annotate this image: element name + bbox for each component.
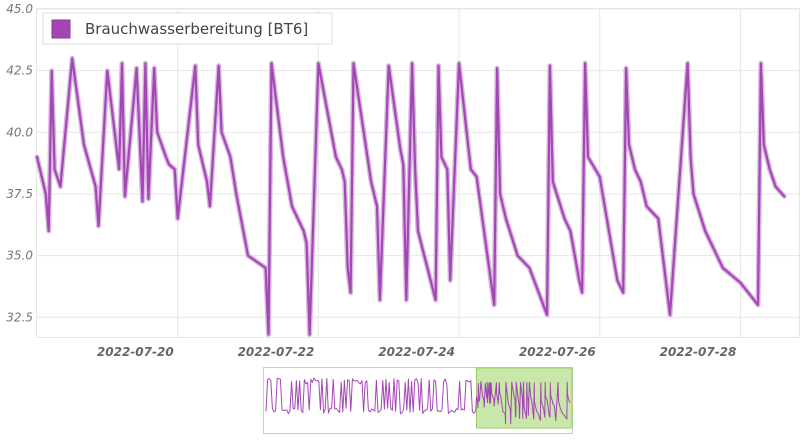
x-tick-label: 2022-07-26 <box>519 345 596 359</box>
y-tick-label: 32.5 <box>6 310 33 324</box>
x-tick-label: 2022-07-22 <box>238 345 315 359</box>
series-layer <box>34 55 787 337</box>
x-axis-ticks: 2022-07-20 2022-07-22 2022-07-24 2022-07-26… <box>97 345 736 359</box>
y-tick-label: 42.5 <box>6 64 33 78</box>
legend-label[interactable]: Brauchwasserbereitung [BT6] <box>85 20 308 38</box>
y-tick-label: 40.0 <box>6 125 33 139</box>
x-tick-label: 2022-07-28 <box>660 345 737 359</box>
x-tick-label: 2022-07-20 <box>97 345 174 359</box>
y-axis-ticks: 32.5 35.0 37.5 40.0 42.5 45.0 <box>6 2 33 324</box>
navigator[interactable] <box>263 367 573 434</box>
legend[interactable]: Brauchwasserbereitung [BT6] <box>42 12 333 45</box>
y-tick-label: 37.5 <box>6 187 33 201</box>
navigator-series-line <box>265 377 571 425</box>
y-tick-label: 45.0 <box>6 2 33 16</box>
x-tick-label: 2022-07-24 <box>378 345 455 359</box>
y-tick-label: 35.0 <box>6 249 33 263</box>
legend-box <box>42 12 333 45</box>
series-line-brauchwasserbereitung[interactable] <box>35 57 786 336</box>
legend-swatch[interactable] <box>51 19 71 39</box>
